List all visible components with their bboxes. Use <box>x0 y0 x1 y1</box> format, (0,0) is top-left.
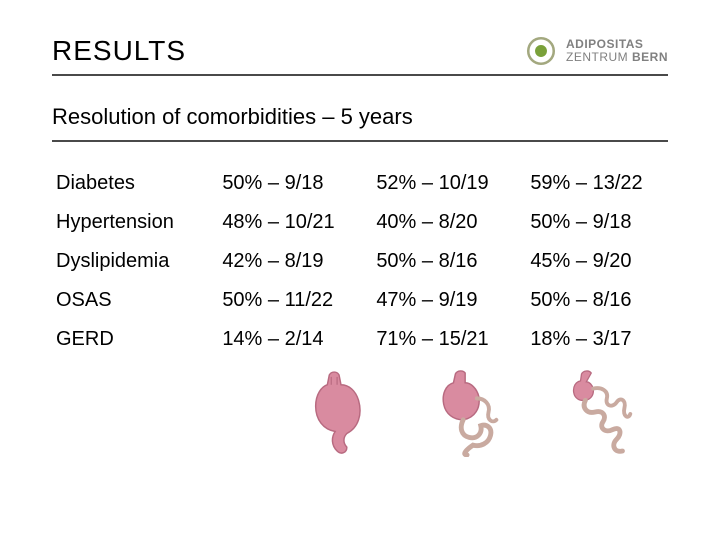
cell: 59% – 13/22 <box>526 164 668 203</box>
stomach-bypass-icon <box>432 369 510 457</box>
comorbidity-table: Diabetes 50% – 9/18 52% – 10/19 59% – 13… <box>52 164 668 359</box>
table-body: Diabetes 50% – 9/18 52% – 10/19 59% – 13… <box>52 164 668 359</box>
logo-text: ADIPOSITAS ZENTRUM BERN <box>566 38 668 64</box>
logo-line1: ADIPOSITAS <box>566 37 643 51</box>
cell: 71% – 15/21 <box>372 320 526 359</box>
header-row: RESULTS ADIPOSITAS ZENTRUM BERN <box>52 34 668 68</box>
cell: 50% – 9/18 <box>218 164 372 203</box>
row-label: OSAS <box>52 281 218 320</box>
logo-circle-icon <box>524 34 558 68</box>
logo-line2a: ZENTRUM <box>566 50 632 64</box>
cell: 52% – 10/19 <box>372 164 526 203</box>
page-title: RESULTS <box>52 35 186 67</box>
row-label: Hypertension <box>52 203 218 242</box>
cell: 48% – 10/21 <box>218 203 372 242</box>
cell: 50% – 9/18 <box>526 203 668 242</box>
intestine-bypass-icon <box>562 369 640 457</box>
divider-top <box>52 74 668 76</box>
row-label: Dyslipidemia <box>52 242 218 281</box>
stomach-sleeve-icon <box>302 369 380 457</box>
table-row: Dyslipidemia 42% – 8/19 50% – 8/16 45% –… <box>52 242 668 281</box>
cell: 18% – 3/17 <box>526 320 668 359</box>
subtitle: Resolution of comorbidities – 5 years <box>52 104 668 130</box>
cell: 40% – 8/20 <box>372 203 526 242</box>
table-row: GERD 14% – 2/14 71% – 15/21 18% – 3/17 <box>52 320 668 359</box>
logo-line2b: BERN <box>632 50 668 64</box>
illustration-row <box>52 369 668 457</box>
logo: ADIPOSITAS ZENTRUM BERN <box>524 34 668 68</box>
divider-sub <box>52 140 668 142</box>
cell: 50% – 8/16 <box>526 281 668 320</box>
table-row: Hypertension 48% – 10/21 40% – 8/20 50% … <box>52 203 668 242</box>
table-row: OSAS 50% – 11/22 47% – 9/19 50% – 8/16 <box>52 281 668 320</box>
row-label: Diabetes <box>52 164 218 203</box>
table-row: Diabetes 50% – 9/18 52% – 10/19 59% – 13… <box>52 164 668 203</box>
cell: 45% – 9/20 <box>526 242 668 281</box>
cell: 47% – 9/19 <box>372 281 526 320</box>
cell: 42% – 8/19 <box>218 242 372 281</box>
cell: 50% – 8/16 <box>372 242 526 281</box>
row-label: GERD <box>52 320 218 359</box>
cell: 14% – 2/14 <box>218 320 372 359</box>
cell: 50% – 11/22 <box>218 281 372 320</box>
